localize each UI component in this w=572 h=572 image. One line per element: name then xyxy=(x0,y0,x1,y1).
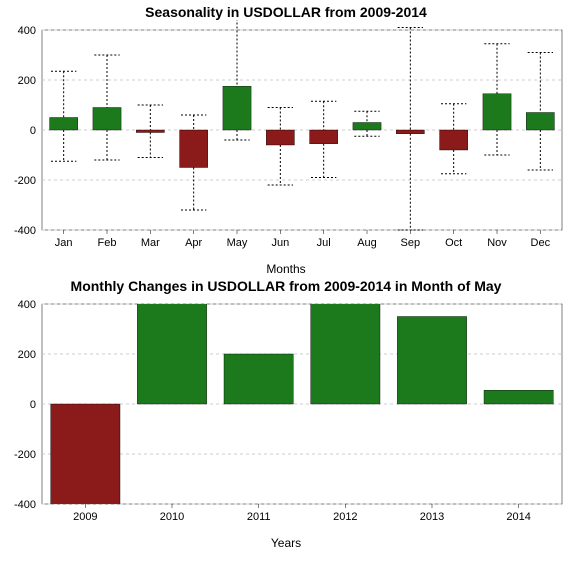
svg-text:200: 200 xyxy=(18,349,36,361)
svg-text:Apr: Apr xyxy=(185,237,202,249)
svg-text:Jun: Jun xyxy=(271,237,289,249)
svg-text:400: 400 xyxy=(18,25,36,37)
svg-text:Sep: Sep xyxy=(401,237,421,249)
svg-text:200: 200 xyxy=(18,75,36,87)
seasonality-chart: Seasonality in USDOLLAR from 2009-2014 -… xyxy=(0,0,572,276)
svg-text:2009: 2009 xyxy=(73,511,97,523)
svg-text:Mar: Mar xyxy=(141,237,160,249)
svg-text:Dec: Dec xyxy=(531,237,551,249)
svg-text:May: May xyxy=(227,237,248,249)
svg-text:0: 0 xyxy=(30,399,36,411)
chart2-title: Monthly Changes in USDOLLAR from 2009-20… xyxy=(0,278,572,294)
svg-text:2014: 2014 xyxy=(506,511,530,523)
chart1-xlabel: Months xyxy=(0,262,572,276)
chart1-title: Seasonality in USDOLLAR from 2009-2014 xyxy=(0,0,572,20)
svg-text:Oct: Oct xyxy=(445,237,462,249)
svg-text:-200: -200 xyxy=(14,175,36,187)
svg-text:Aug: Aug xyxy=(357,237,377,249)
svg-text:400: 400 xyxy=(18,299,36,311)
svg-text:-400: -400 xyxy=(14,499,36,511)
svg-text:Jan: Jan xyxy=(55,237,73,249)
chart2-xlabel: Years xyxy=(0,536,572,550)
svg-text:Jul: Jul xyxy=(317,237,331,249)
svg-text:2012: 2012 xyxy=(333,511,357,523)
chart1-svg: -400 -200 0 200 400 Jan Feb Mar Apr May Jun Jul Aug S… xyxy=(0,20,572,260)
svg-text:-200: -200 xyxy=(14,449,36,461)
svg-text:0: 0 xyxy=(30,125,36,137)
svg-text:2011: 2011 xyxy=(247,511,271,523)
svg-text:2010: 2010 xyxy=(160,511,184,523)
svg-text:-400: -400 xyxy=(14,225,36,237)
svg-text:2013: 2013 xyxy=(420,511,444,523)
svg-text:Nov: Nov xyxy=(487,237,507,249)
monthly-changes-chart: Monthly Changes in USDOLLAR from 2009-20… xyxy=(0,278,572,550)
chart2-svg: -400 -200 0 200 400 2009 2010 2011 2012 2013 2014 xyxy=(0,294,572,534)
svg-text:Feb: Feb xyxy=(98,237,117,249)
